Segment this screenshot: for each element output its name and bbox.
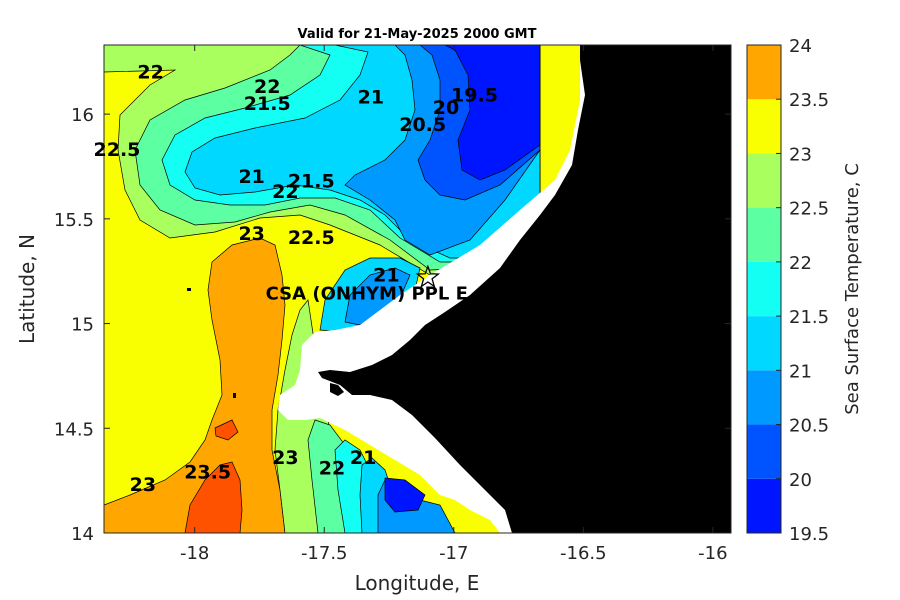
sst-band-24: [184, 461, 243, 533]
star-icon: [415, 264, 441, 288]
sst-band-23-5: [104, 237, 286, 533]
x-tick-label: -16: [698, 543, 727, 564]
colorbar-frame: [746, 44, 782, 534]
x-tick-label: -16.5: [560, 543, 607, 564]
y-tick-label: 14: [71, 524, 94, 545]
colorbar-swatch: [747, 153, 781, 208]
colorbar-swatch: [747, 45, 781, 100]
colorbar-swatch: [747, 99, 781, 154]
contour-label: 23.5: [184, 462, 231, 484]
contour-label: 21: [373, 265, 399, 287]
contour-label: 20.5: [399, 114, 446, 136]
y-tick-label: 16: [71, 105, 94, 126]
chart-title: Valid for 21-May-2025 2000 GMT: [298, 27, 537, 42]
colorbar-swatch: [747, 424, 781, 479]
colorbar-tick-label: 20: [789, 470, 812, 491]
colorbar-tick-label: 24: [789, 36, 812, 57]
sst-band-19-5-south: [384, 477, 426, 513]
site-marker: CSA (ONHYM) PPL E: [266, 264, 468, 304]
colorbar-label: Sea Surface Temperature, C: [842, 163, 863, 415]
island-speck-2: [233, 393, 236, 398]
colorbar-tick-label: 21.5: [789, 307, 829, 328]
contour-label: 22: [319, 457, 345, 479]
contour-label: 21.5: [288, 170, 335, 192]
contour-label: 19.5: [451, 85, 498, 107]
map-area: [104, 45, 731, 533]
sst-band-24-small: [214, 419, 239, 441]
x-axis-label: Longitude, E: [355, 571, 480, 595]
contour-label: 22: [272, 181, 298, 203]
contour-label: 21: [358, 87, 384, 109]
colorbar-swatch: [747, 370, 781, 425]
colorbar: 19.5 20 20.5 21 21.5 22 22.5 23 23.5 24: [746, 36, 829, 545]
contour-label: 22: [137, 62, 163, 84]
contour-label: 23: [130, 474, 156, 496]
colorbar-swatch: [747, 207, 781, 262]
y-axis: 14 14.5 15 15.5 16: [54, 105, 731, 545]
colorbar-tick-label: 22: [789, 253, 812, 274]
y-tick-label: 14.5: [54, 419, 94, 440]
island-speck: [187, 288, 191, 291]
contour-label: 21: [350, 447, 376, 469]
colorbar-tick-label: 23: [789, 144, 812, 165]
contour-label: 21.5: [244, 93, 291, 115]
y-tick-label: 15.5: [54, 210, 94, 231]
sst-band-19-5: [444, 45, 541, 181]
contour-label: 21: [238, 166, 264, 188]
colorbar-swatch: [747, 261, 781, 317]
x-tick-label: -17: [439, 543, 468, 564]
colorbar-tick-label: 21: [789, 361, 812, 382]
x-tick-label: -17.5: [301, 543, 348, 564]
contour-label: 22.5: [288, 227, 335, 249]
colorbar-tick-label: 19.5: [789, 524, 829, 545]
y-axis-label: Latitude, N: [15, 234, 39, 344]
site-label: CSA (ONHYM) PPL E: [266, 283, 468, 304]
x-axis: -18 -17.5 -17 -16.5 -16: [180, 45, 728, 564]
colorbar-tick-label: 22.5: [789, 199, 829, 220]
colorbar-tick-label: 23.5: [789, 90, 829, 111]
contour-label: 22: [254, 76, 280, 98]
colorbar-tick-label: 20.5: [789, 416, 829, 437]
contour-label: 23: [238, 223, 264, 245]
colorbar-swatch: [747, 316, 781, 371]
island-rocks: [330, 383, 344, 396]
contour-label: 22.5: [94, 139, 141, 161]
contour-label: 23: [272, 447, 298, 469]
x-tick-label: -18: [180, 543, 209, 564]
contour-label: 20: [433, 97, 459, 119]
land-mass: [318, 45, 731, 533]
plot-frame: [103, 44, 732, 534]
y-tick-label: 15: [71, 315, 94, 336]
colorbar-swatch: [747, 478, 781, 533]
